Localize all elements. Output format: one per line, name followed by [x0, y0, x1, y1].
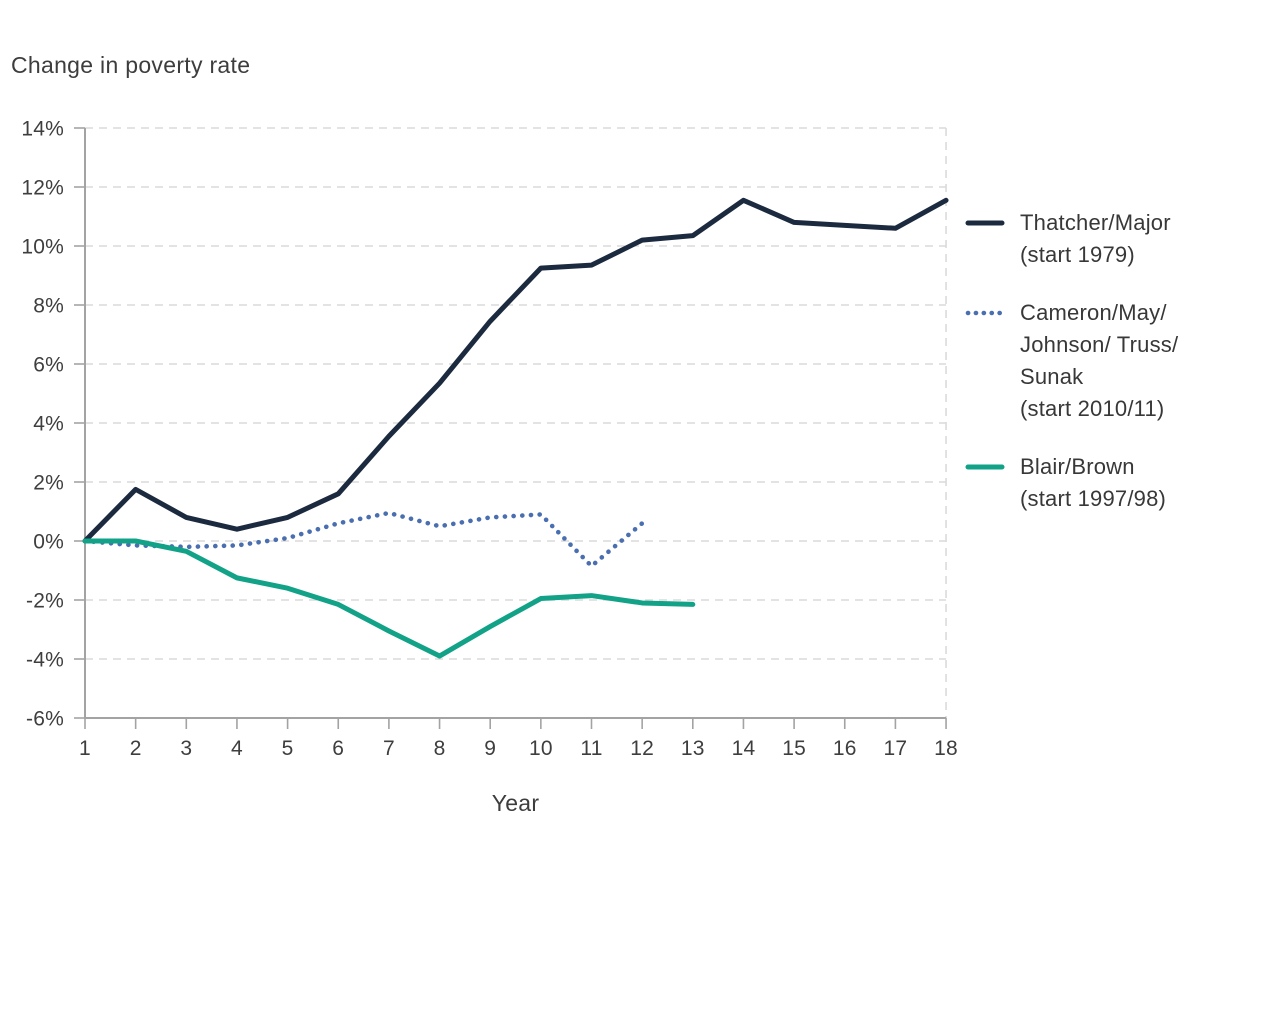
legend-swatch-solid: [965, 464, 1005, 470]
y-tick-label: 14%: [21, 117, 64, 140]
legend-swatch-solid: [965, 220, 1005, 226]
legend-swatch-dotted: [965, 310, 1005, 316]
y-tick-label: 8%: [33, 294, 64, 317]
y-tick-label: 12%: [21, 176, 64, 199]
x-tick-label: 16: [833, 737, 857, 760]
y-tick-label: -4%: [26, 648, 64, 671]
legend-item-thatcher-major: Thatcher/Major (start 1979): [965, 207, 1260, 271]
x-axis-title: Year: [492, 790, 540, 816]
y-tick-label: -6%: [26, 707, 64, 730]
legend-item-blair-brown: Blair/Brown (start 1997/98): [965, 451, 1260, 515]
legend-label: Thatcher/Major (start 1979): [1020, 210, 1171, 267]
x-tick-label: 14: [732, 737, 756, 760]
x-tick-label: 3: [180, 737, 192, 760]
blair-brown-line: [82, 538, 696, 659]
y-tick-label: 10%: [21, 235, 64, 258]
x-tick-label: 13: [681, 737, 705, 760]
x-tick-label: 5: [282, 737, 294, 760]
x-tick-label: 7: [383, 737, 395, 760]
thatcher-major-line: [82, 197, 949, 544]
x-tick-label: 12: [630, 737, 654, 760]
cameron-may-johnson-truss-sunak-line: [82, 510, 645, 569]
x-tick-label: 8: [434, 737, 446, 760]
x-tick-label: 2: [130, 737, 142, 760]
x-tick-label: 18: [934, 737, 958, 760]
x-tick-label: 4: [231, 737, 243, 760]
y-tick-label: 6%: [33, 353, 64, 376]
x-tick-label: 15: [782, 737, 806, 760]
x-tick-label: 6: [332, 737, 344, 760]
chart-legend: Thatcher/Major (start 1979) Cameron/May/ …: [965, 207, 1260, 515]
legend-label: Blair/Brown (start 1997/98): [1020, 454, 1167, 511]
y-tick-label: 4%: [33, 412, 64, 435]
chart-title: Change in poverty rate: [11, 52, 251, 78]
y-tick-label: 2%: [33, 471, 64, 494]
line-chart: 14%12%10%8%6%4%2%0%-2%-4%-6%1 2 3 4 5 6 7 8 9 10 1…: [21, 117, 958, 816]
x-tick-label: 17: [884, 737, 908, 760]
y-tick-label: -2%: [26, 589, 64, 612]
x-tick-label: 11: [580, 737, 602, 760]
legend-item-cameron-may-johnson-truss-sunak: Cameron/May/ Johnson/ Truss/ Sunak (star…: [965, 297, 1260, 425]
x-tick-label: 10: [529, 737, 553, 760]
legend-label: Cameron/May/ Johnson/ Truss/ Sunak (star…: [1020, 300, 1179, 421]
x-tick-label: 9: [484, 737, 496, 760]
x-tick-label: 1: [79, 737, 91, 760]
y-tick-label: 0%: [33, 530, 64, 553]
